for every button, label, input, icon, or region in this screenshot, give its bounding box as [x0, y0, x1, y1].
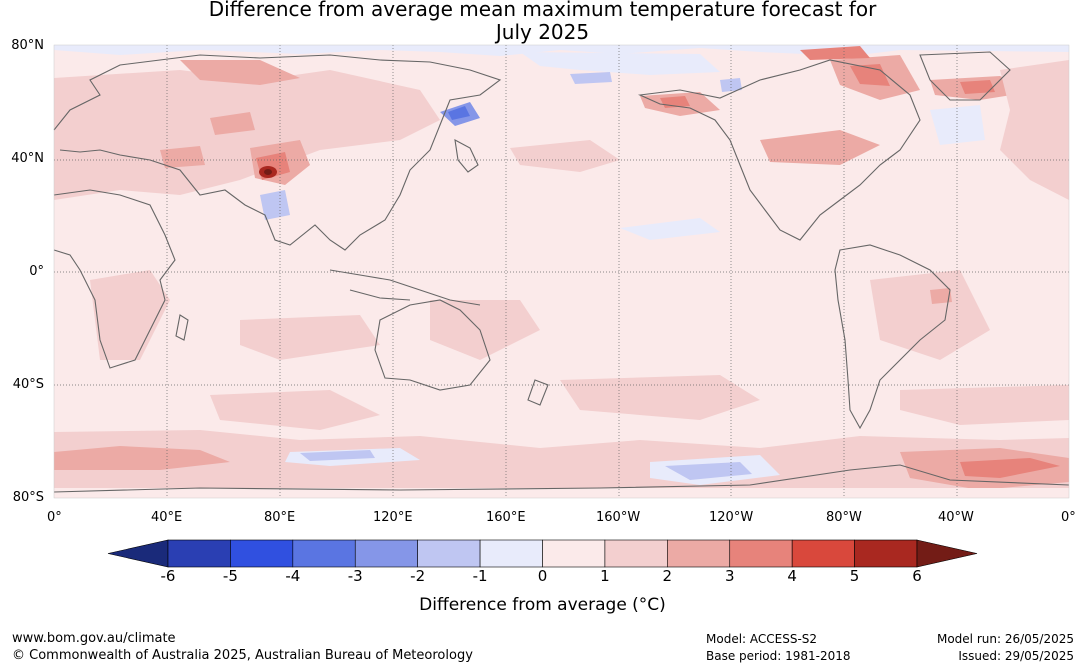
footer-copyright: © Commonwealth of Australia 2025, Austra…: [12, 648, 473, 663]
lat-label-80s: 80°S: [12, 490, 44, 505]
colorbar-tick-label: -3: [347, 567, 363, 585]
colorbar-tick-label: -6: [160, 567, 176, 585]
colorbar-segment: [854, 539, 918, 568]
lon-label-40e: 40°E: [151, 510, 183, 525]
colorbar-title: Difference from average (°C): [419, 595, 666, 615]
colorbar-tick-label: -4: [285, 567, 301, 585]
lon-label-40w: 40°W: [938, 510, 974, 525]
colorbar-tick-label: -2: [410, 567, 426, 585]
colorbar-tick-label: 4: [787, 567, 797, 585]
footer-base-period: Base period: 1981-2018: [706, 649, 851, 663]
colorbar-tick-label: -5: [222, 567, 238, 585]
lat-label-0: 0°: [29, 264, 44, 279]
lat-label-40n: 40°N: [11, 151, 44, 166]
colorbar-tick-label: 6: [912, 567, 922, 585]
colorbar-tick-label: -1: [472, 567, 488, 585]
colorbar-segment: [604, 539, 668, 568]
colorbar-tick-label: 5: [849, 567, 860, 585]
colorbar: [107, 539, 978, 568]
colorbar-segment: [542, 539, 606, 568]
colorbar-segment: [292, 539, 356, 568]
lon-label-120w: 120°W: [709, 510, 754, 525]
footer-model-run: Model run: 26/05/2025: [936, 632, 1074, 646]
footer-issued: Issued: 29/05/2025: [958, 649, 1074, 663]
lon-label-80e: 80°E: [264, 510, 296, 525]
colorbar-arrow-high: [916, 539, 978, 568]
colorbar-segment: [729, 539, 793, 568]
map-title-line2: July 2025: [495, 20, 590, 44]
colorbar-segment: [417, 539, 481, 568]
lon-label-160e: 160°E: [486, 510, 526, 525]
footer-model: Model: ACCESS-S2: [706, 632, 818, 646]
colorbar-tick-label: 2: [662, 567, 673, 585]
colorbar-segment: [167, 539, 231, 568]
colorbar-tick-label: 1: [600, 567, 610, 585]
map-area: [53, 44, 1070, 499]
lon-label-80w: 80°W: [826, 510, 862, 525]
colorbar-segment: [479, 539, 543, 568]
colorbar-tick-label: 0: [537, 567, 548, 585]
colorbar-segment: [791, 539, 855, 568]
lon-label-0-right: 0°: [1061, 510, 1076, 525]
lat-label-40s: 40°S: [12, 377, 44, 392]
colorbar-segment: [354, 539, 418, 568]
colorbar-segment: [667, 539, 731, 568]
map-title-line1: Difference from average mean maximum tem…: [208, 0, 877, 21]
colorbar-tick-label: 3: [724, 567, 735, 585]
coastlines: [53, 51, 1070, 493]
graticule: [54, 45, 1069, 498]
lon-label-120e: 120°E: [373, 510, 413, 525]
colorbar-arrow-low: [107, 539, 169, 568]
lon-label-0-left: 0°: [47, 510, 62, 525]
footer-url[interactable]: www.bom.gov.au/climate: [12, 631, 176, 646]
lat-label-80n: 80°N: [11, 38, 44, 53]
colorbar-segment: [230, 539, 294, 568]
lon-label-160w: 160°W: [596, 510, 641, 525]
